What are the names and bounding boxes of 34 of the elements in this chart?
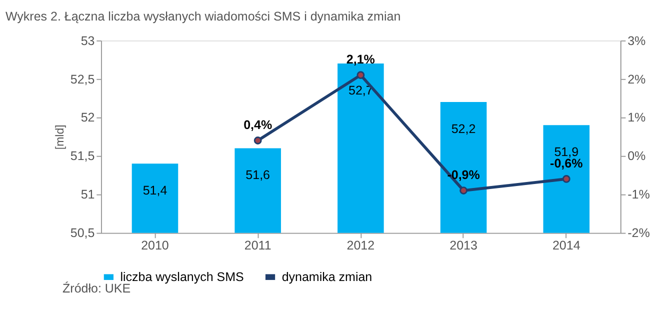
y-tick-label: 52 — [80, 110, 95, 125]
y2-tick-label: -1% — [628, 188, 650, 202]
text: Źródło: UKE — [62, 281, 131, 296]
y-tick-label: 53 — [80, 34, 95, 48]
x-tick-label: 2010 — [141, 238, 169, 253]
point — [460, 186, 468, 194]
y-tick-label: 51,5 — [70, 149, 95, 164]
y-tick-label: 51 — [80, 188, 95, 202]
chart-title: Wykres 2. Łączna liczba wysłanych wiadomości SMS i dynamika zmian — [5, 9, 401, 24]
y2-tick-label: 3% — [628, 34, 646, 48]
x-tick-label: 2012 — [346, 238, 375, 253]
y-tick-label: 50,5 — [70, 226, 95, 240]
point — [356, 71, 365, 80]
data-label: 51,4 — [142, 183, 168, 198]
legend-label: liczba wyslanych SMS — [120, 270, 244, 284]
legend-label: dynamika zmian — [282, 270, 372, 284]
data-label: 0,4% — [244, 118, 272, 132]
data-label: -0,9% — [447, 168, 480, 182]
data-label: 52,2 — [451, 122, 476, 136]
x-tick-label: 2011 — [244, 238, 272, 253]
y-tick-label: 52,5 — [70, 72, 95, 86]
point — [562, 175, 570, 183]
data-label: 51,6 — [246, 168, 270, 182]
y2-tick-label: -2% — [628, 226, 650, 240]
x-tick-label: 2013 — [450, 238, 478, 253]
y2-tick-label: 0% — [628, 149, 646, 164]
data-label: 51,9 — [554, 144, 579, 159]
data-label: 2,1% — [346, 52, 375, 67]
data-label: -0,6% — [550, 156, 583, 170]
y-axis-title: [mld] — [54, 124, 67, 150]
point — [254, 136, 262, 144]
y2-tick-label: 1% — [628, 110, 646, 125]
x-tick-label: 2014 — [552, 238, 580, 253]
y2-tick-label: 2% — [628, 72, 646, 86]
